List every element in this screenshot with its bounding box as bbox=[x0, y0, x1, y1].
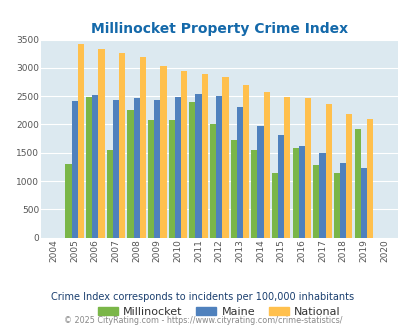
Bar bbox=[107, 150, 113, 238]
Bar bbox=[189, 102, 195, 238]
Bar bbox=[127, 110, 133, 238]
Bar bbox=[292, 148, 298, 238]
Bar bbox=[271, 173, 277, 238]
Bar bbox=[284, 97, 290, 238]
Bar bbox=[263, 92, 269, 238]
Bar bbox=[181, 71, 187, 238]
Bar bbox=[201, 74, 207, 238]
Bar bbox=[312, 165, 319, 238]
Bar bbox=[298, 146, 304, 238]
Bar bbox=[325, 104, 331, 238]
Bar bbox=[236, 108, 242, 238]
Bar bbox=[78, 44, 84, 238]
Bar bbox=[333, 173, 339, 238]
Bar bbox=[257, 126, 263, 238]
Bar bbox=[209, 124, 215, 238]
Bar bbox=[139, 56, 145, 238]
Title: Millinocket Property Crime Index: Millinocket Property Crime Index bbox=[90, 22, 347, 36]
Text: Crime Index corresponds to incidents per 100,000 inhabitants: Crime Index corresponds to incidents per… bbox=[51, 292, 354, 302]
Bar bbox=[366, 119, 372, 238]
Bar bbox=[71, 101, 78, 238]
Bar bbox=[195, 94, 201, 238]
Text: © 2025 CityRating.com - https://www.cityrating.com/crime-statistics/: © 2025 CityRating.com - https://www.city… bbox=[64, 316, 341, 325]
Bar bbox=[168, 120, 175, 238]
Legend: Millinocket, Maine, National: Millinocket, Maine, National bbox=[93, 303, 344, 321]
Bar bbox=[113, 100, 119, 238]
Bar bbox=[65, 164, 71, 238]
Bar bbox=[215, 96, 222, 238]
Bar bbox=[242, 85, 249, 238]
Bar bbox=[339, 163, 345, 238]
Bar bbox=[92, 95, 98, 238]
Bar bbox=[133, 98, 139, 238]
Bar bbox=[119, 53, 125, 238]
Bar bbox=[345, 114, 352, 238]
Bar bbox=[360, 168, 366, 238]
Bar bbox=[154, 100, 160, 238]
Bar bbox=[277, 135, 284, 238]
Bar bbox=[354, 129, 360, 238]
Bar bbox=[160, 66, 166, 238]
Bar bbox=[175, 97, 181, 238]
Bar bbox=[98, 49, 104, 238]
Bar bbox=[251, 150, 257, 238]
Bar bbox=[222, 77, 228, 238]
Bar bbox=[230, 140, 236, 238]
Bar bbox=[148, 120, 154, 238]
Bar bbox=[319, 153, 325, 238]
Bar bbox=[86, 97, 92, 238]
Bar bbox=[304, 98, 310, 238]
